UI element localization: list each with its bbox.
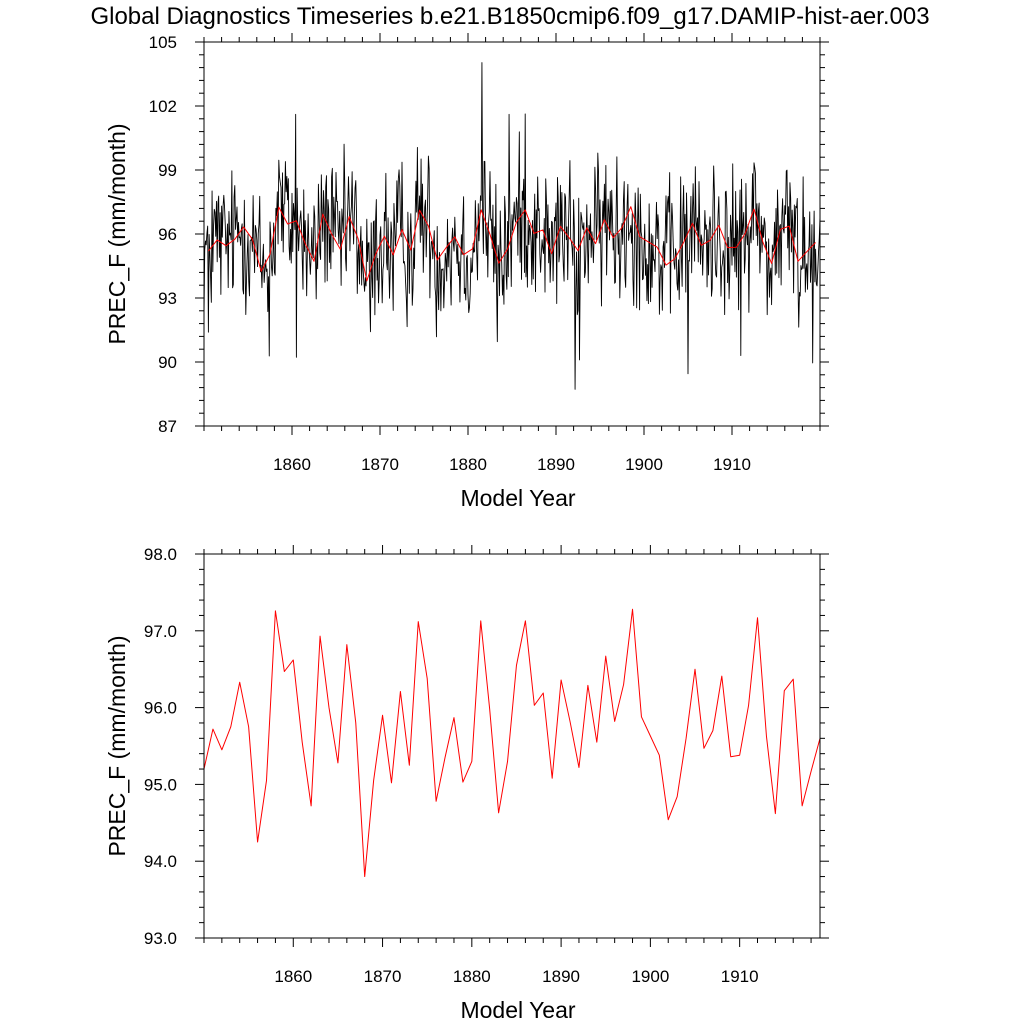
x-tick-label: 1870 (361, 455, 399, 474)
y-tick-label: 96 (158, 225, 177, 244)
plot-frame (203, 553, 821, 939)
x-tick-label: 1910 (713, 455, 751, 474)
y-tick-label: 95.0 (144, 775, 177, 794)
x-tick-label: 1880 (453, 967, 491, 986)
x-tick-label: 1890 (537, 455, 575, 474)
x-tick-label: 1910 (721, 967, 759, 986)
y-tick-label: 99 (158, 161, 177, 180)
x-tick-label: 1900 (625, 455, 663, 474)
y-tick-label: 87 (158, 417, 177, 436)
y-tick-label: 97.0 (144, 622, 177, 641)
y-tick-label: 98.0 (144, 545, 177, 564)
x-axis-label: Model Year (460, 997, 575, 1023)
annual-series-line (208, 206, 816, 282)
x-tick-label: 1880 (449, 455, 487, 474)
y-tick-label: 105 (149, 33, 177, 52)
y-tick-label: 90 (158, 353, 177, 372)
y-tick-label: 93 (158, 289, 177, 308)
y-tick-label: 94.0 (144, 852, 177, 871)
monthly-series-line (203, 62, 821, 390)
annual-panel: 1860 1870 1880 1890 1900 1910 93.0 94.0 95.0 96.0… (104, 545, 829, 1023)
x-axis-label: Model Year (460, 485, 575, 511)
x-tick-label: 1860 (274, 967, 312, 986)
y-tick-label: 102 (149, 97, 177, 116)
x-tick-label: 1890 (542, 967, 580, 986)
y-tick-label: 93.0 (144, 929, 177, 948)
y-axis-label: PREC_F (mm/month) (104, 635, 130, 856)
annual-series-line (203, 608, 821, 878)
page-title: Global Diagnostics Timeseries b.e21.B185… (90, 3, 929, 30)
monthly-panel: 1860 1870 1880 1890 1900 1910 87 90 93 96 99 102 105… (104, 33, 829, 511)
y-axis-label: PREC_F (mm/month) (104, 123, 130, 344)
x-tick-label: 1900 (631, 967, 669, 986)
x-tick-label: 1870 (364, 967, 402, 986)
y-tick-label: 96.0 (144, 699, 177, 718)
x-tick-label: 1860 (273, 455, 311, 474)
